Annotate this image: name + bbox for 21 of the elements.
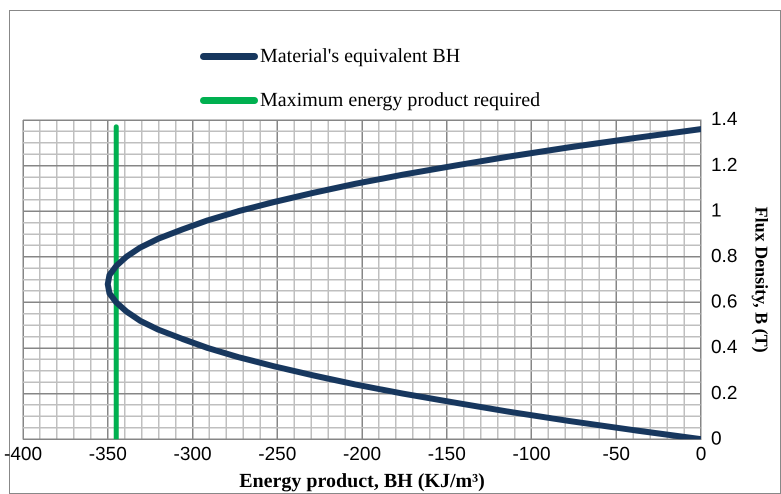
y-tick-label: 0.8 [710, 246, 738, 268]
x-tick-label: -100 [512, 444, 551, 465]
y-tick-label: 1.4 [710, 109, 738, 130]
x-tick-label: 0 [696, 444, 706, 465]
x-tick-label: -400 [4, 444, 42, 465]
y-tick-label: 0.6 [710, 292, 738, 313]
legend-label: Material's equivalent BH [260, 44, 460, 68]
x-tick-label: -150 [428, 444, 466, 465]
y-axis-title: Flux Density, B (T) [752, 206, 772, 353]
y-tick-label: 0 [710, 428, 722, 450]
y-tick-label: 1 [710, 200, 722, 222]
x-tick-label: -300 [173, 444, 212, 465]
y-tick-label: 0.4 [710, 337, 738, 358]
x-tick-label: -50 [602, 444, 630, 465]
legend-label: Maximum energy product required [260, 88, 540, 112]
y-tick-label: 0.2 [710, 382, 738, 404]
x-tick-label: -350 [88, 444, 127, 465]
y-tick-label: 1.2 [710, 154, 738, 176]
x-tick-label: -200 [342, 444, 382, 465]
x-tick-label: -250 [258, 444, 296, 465]
x-axis-title: Energy product, BH (KJ/m³) [239, 470, 485, 492]
